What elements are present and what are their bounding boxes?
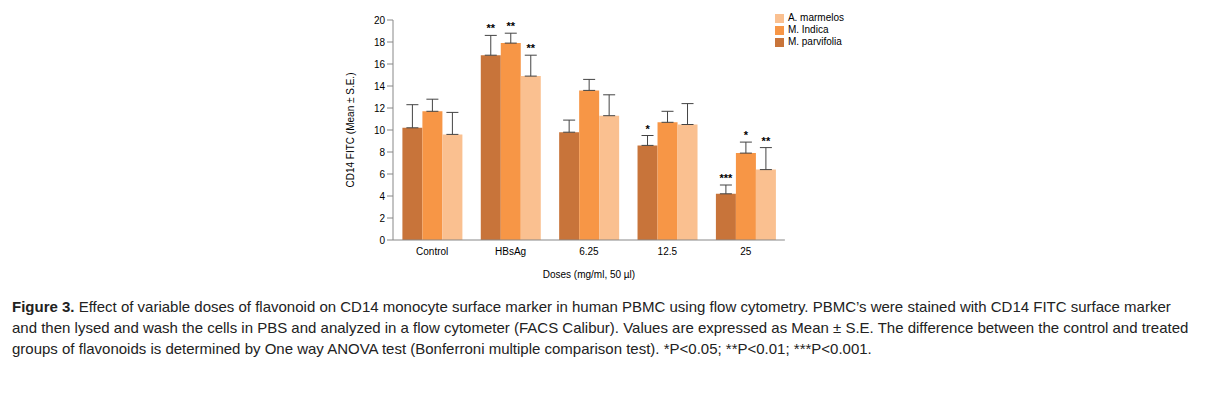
svg-text:25: 25 bbox=[740, 246, 752, 257]
svg-text:**: ** bbox=[526, 42, 535, 54]
svg-text:2: 2 bbox=[379, 213, 385, 224]
svg-text:0: 0 bbox=[379, 235, 385, 246]
svg-text:20: 20 bbox=[374, 15, 386, 26]
svg-text:14: 14 bbox=[374, 81, 386, 92]
svg-text:Doses (mg/ml, 50 µl): Doses (mg/ml, 50 µl) bbox=[543, 269, 635, 280]
svg-text:HBsAg: HBsAg bbox=[495, 246, 526, 257]
svg-text:**: ** bbox=[506, 20, 515, 32]
html-text:M. Indica: M. Indica bbox=[787, 24, 829, 35]
html-text:M. parvifolia: M. parvifolia bbox=[787, 36, 842, 47]
svg-text:Control: Control bbox=[416, 246, 448, 257]
svg-text:8: 8 bbox=[379, 147, 385, 158]
svg-text:*: * bbox=[645, 123, 650, 135]
html-text:Figure 3. Effect of variable d: Figure 3. Effect of variable doses of fl… bbox=[12, 298, 1189, 357]
svg-text:10: 10 bbox=[374, 125, 386, 136]
svg-text:16: 16 bbox=[374, 59, 386, 70]
svg-text:12.5: 12.5 bbox=[658, 246, 678, 257]
svg-text:6: 6 bbox=[379, 169, 385, 180]
svg-text:18: 18 bbox=[374, 37, 386, 48]
svg-text:**: ** bbox=[486, 22, 495, 34]
svg-text:***: *** bbox=[719, 172, 733, 184]
svg-text:**: ** bbox=[762, 135, 771, 147]
svg-text:*: * bbox=[744, 129, 749, 141]
svg-text:CD14 FITC (Mean ± S.E.): CD14 FITC (Mean ± S.E.) bbox=[345, 73, 356, 188]
svg-text:4: 4 bbox=[379, 191, 385, 202]
svg-text:12: 12 bbox=[374, 103, 386, 114]
svg-text:6.25: 6.25 bbox=[579, 246, 599, 257]
html-text:A. marmelos: A. marmelos bbox=[787, 12, 844, 23]
